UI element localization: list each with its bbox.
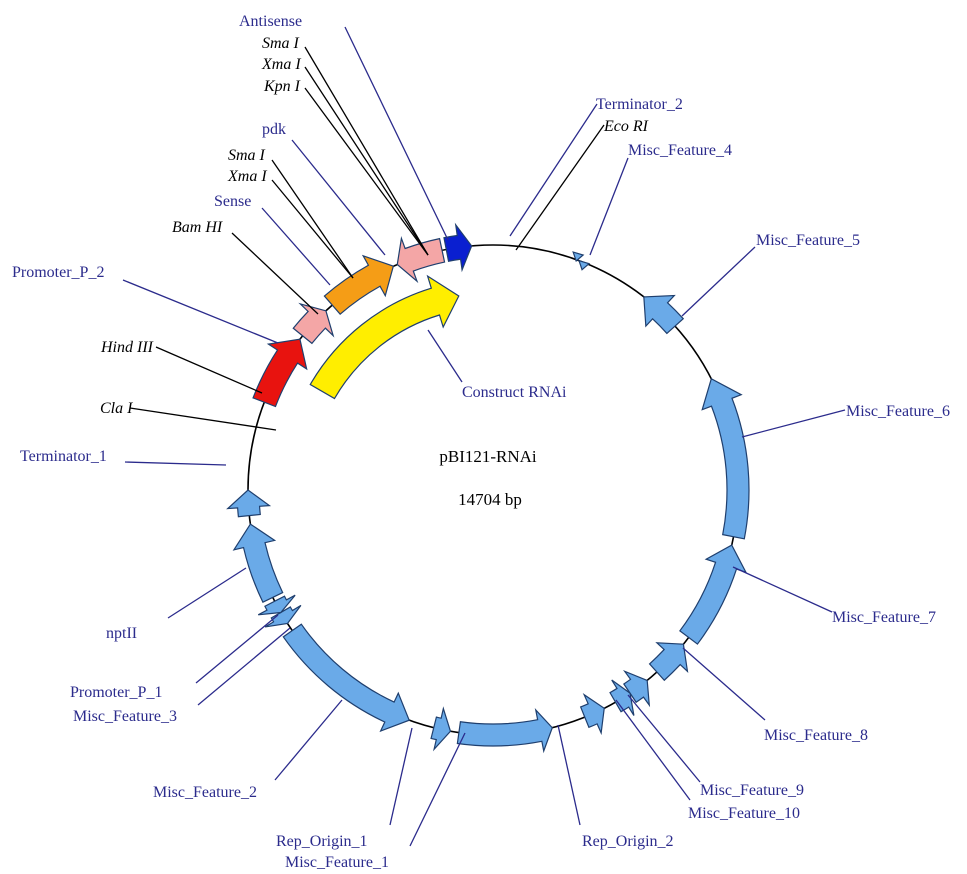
label-xma1: Xma I [227, 168, 267, 185]
label-terminator-2: Terminator_2 [596, 96, 683, 113]
label-ecori: Eco RI [603, 118, 649, 135]
leader-bamhi [231, 232, 319, 315]
arrow-rep-origin-2 [579, 693, 605, 736]
leader-misc-feature-5 [681, 246, 756, 317]
leader-misc-feature-4 [589, 157, 629, 256]
label-rep-origin-1: Rep_Origin_1 [276, 833, 368, 850]
label-construct-rnai: Construct RNAi [462, 384, 567, 401]
label-kpn1: Kpn I [263, 78, 301, 95]
leader-construct-rnai [427, 329, 463, 383]
arrow-misc-feature-7 [679, 544, 748, 645]
arrow-misc-feature-8 [648, 642, 689, 682]
label-pdk: pdk [262, 121, 286, 138]
arrow-misc-feature-6 [701, 377, 750, 540]
arrow-promoter-p-1 [257, 594, 296, 616]
leader-lines [122, 26, 846, 847]
leader-antisense [344, 26, 449, 241]
leader-nptii [167, 567, 247, 619]
leader-sma1 [271, 159, 354, 279]
feature-arrows [226, 222, 750, 754]
leader-misc-feature-6 [741, 409, 846, 438]
leader-misc-feature-10 [615, 699, 691, 801]
label-nptii: nptII [106, 625, 137, 642]
leader-pdk [291, 139, 386, 256]
arrow-misc-feature-10 [609, 679, 635, 716]
leader-kpn1 [304, 87, 429, 256]
label-misc-feature-5: Misc_Feature_5 [756, 232, 860, 249]
label-misc-feature-6: Misc_Feature_6 [846, 403, 950, 420]
leader-xma1 [271, 179, 354, 279]
arrow-misc-feature-4 [572, 251, 585, 263]
leader-misc-feature-1 [409, 732, 466, 847]
leader-ecori [515, 124, 605, 251]
arrow-sense [292, 302, 335, 345]
arrow-terminator-2 [443, 222, 473, 273]
label-misc-feature-10: Misc_Feature_10 [688, 805, 800, 822]
label-bamhi: Bam HI [172, 219, 223, 236]
arrow-promoter-p-2 [252, 338, 308, 408]
arrow-antisense [396, 235, 446, 284]
arrow-misc-feature-5 [643, 294, 685, 335]
arrow-nptii [232, 523, 284, 604]
leader-sense [261, 207, 331, 286]
label-sma1-top: Sma I [262, 35, 300, 52]
leader-misc-feature-2 [274, 699, 343, 781]
label-cla1: Cla I [100, 400, 133, 417]
label-misc-feature-3: Misc_Feature_3 [73, 708, 177, 725]
label-antisense: Antisense [239, 13, 302, 30]
arrow-misc-feature-9 [623, 669, 651, 708]
plasmid-size: 14704 bp [458, 490, 522, 509]
arrow-rep-origin-1 [456, 708, 553, 754]
label-misc-feature-4: Misc_Feature_4 [628, 142, 732, 159]
label-sma1: Sma I [228, 147, 266, 164]
labels: Antisense Sma I Xma I Kpn I pdk Sma I Xm… [12, 13, 950, 871]
label-hindiii: Hind III [100, 339, 154, 356]
leader-misc-feature-9 [627, 694, 701, 783]
leader-sma1-top [304, 46, 429, 256]
label-misc-feature-2: Misc_Feature_2 [153, 784, 257, 801]
arrow-construct-rnai [309, 274, 460, 400]
label-misc-feature-8: Misc_Feature_8 [764, 727, 868, 744]
arrow-pdk [323, 254, 395, 315]
leader-terminator-2 [509, 103, 598, 237]
leader-cla1 [129, 407, 277, 431]
arrow-misc-feature-4 [578, 259, 591, 271]
label-xma1-top: Xma I [261, 56, 301, 73]
arrow-terminator-1 [226, 489, 272, 518]
label-misc-feature-1: Misc_Feature_1 [285, 854, 389, 871]
arrow-misc-feature-2 [282, 623, 410, 733]
leader-misc-feature-7 [732, 566, 833, 613]
label-rep-origin-2: Rep_Origin_2 [582, 833, 674, 850]
leader-xma1-top [304, 66, 429, 256]
label-misc-feature-9: Misc_Feature_9 [700, 782, 804, 799]
plasmid-name: pBI121-RNAi [439, 447, 537, 466]
leader-rep-origin-2 [557, 724, 581, 826]
leader-promoter-p-1 [195, 614, 279, 684]
arrow-misc-feature-1 [430, 706, 452, 752]
leader-rep-origin-1 [389, 727, 413, 826]
leader-hindiii [155, 346, 263, 394]
label-misc-feature-7: Misc_Feature_7 [832, 609, 936, 626]
leader-misc-feature-3 [197, 627, 291, 706]
label-terminator-1: Terminator_1 [20, 448, 107, 465]
label-promoter-p-1: Promoter_P_1 [70, 684, 162, 701]
leader-promoter-p-2 [122, 279, 279, 344]
label-sense: Sense [214, 193, 251, 210]
leader-misc-feature-8 [682, 647, 766, 721]
label-promoter-p-2: Promoter_P_2 [12, 264, 104, 281]
leader-terminator-1 [124, 461, 227, 466]
